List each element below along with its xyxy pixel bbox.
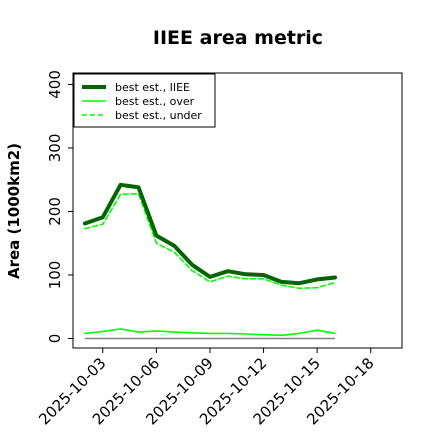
y-tick-label-4: 400 <box>46 70 64 99</box>
y-tick-label-0: 0 <box>46 334 64 344</box>
chart-title: IIEE area metric <box>153 27 323 49</box>
y-tick-label-1: 100 <box>46 261 64 290</box>
series-line-1 <box>84 328 336 337</box>
y-tick-label-2: 200 <box>46 197 64 226</box>
y-tick-label-3: 300 <box>46 134 64 163</box>
series-line-0 <box>82 182 337 286</box>
legend-label-0: best est., IIEE <box>115 81 190 94</box>
legend-label-1: best est., over <box>115 95 195 108</box>
plot-frame <box>72 72 403 349</box>
plot-area: 01002003004002025-10-032025-10-062025-10… <box>35 70 403 428</box>
legend-label-2: best est., under <box>115 109 202 122</box>
y-axis-label: Area (1000km2) <box>5 143 23 279</box>
series-line-2 <box>84 192 336 290</box>
